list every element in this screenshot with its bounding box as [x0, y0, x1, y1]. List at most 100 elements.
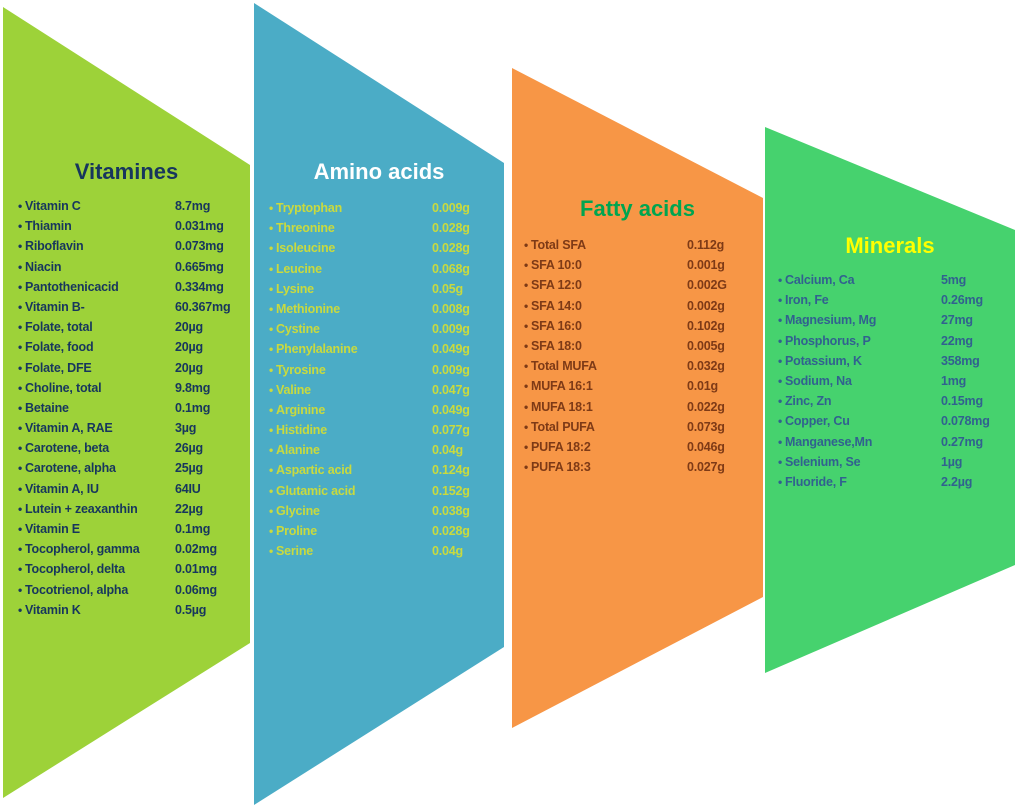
item-label: Aspartic acid [276, 463, 352, 478]
list-item: • Total PUFA 0.073g [524, 420, 763, 440]
item-label: Vitamin A, IU [25, 481, 99, 496]
bullet-icon: • [18, 199, 23, 213]
item-label: Tocotrienol, alpha [25, 582, 129, 597]
bullet-icon: • [18, 299, 23, 314]
list-item: • Potassium, K 358mg [778, 354, 1015, 374]
item-label: Arginine [276, 402, 326, 417]
item-label: Lysine [276, 281, 314, 296]
item-value: 0.27mg [941, 434, 983, 449]
bullet-icon: • [524, 399, 529, 414]
item-value: 0.26mg [941, 293, 983, 308]
list-item: • SFA 18:0 0.005g [524, 339, 763, 359]
bullet-icon: • [524, 298, 529, 313]
item-value: 0.15mg [941, 394, 983, 409]
item-value: 0.049g [432, 402, 470, 417]
list-item: • Phenylalanine 0.049g [269, 342, 504, 362]
item-value: 0.073mg [175, 239, 224, 254]
bullet-icon: • [269, 281, 274, 296]
list-item: • Proline 0.028g [269, 524, 504, 544]
item-label: Pantothenicacid [25, 279, 119, 294]
bullet-icon: • [18, 340, 23, 355]
bullet-icon: • [778, 394, 783, 409]
list-item: • Riboflavin 0.073mg [18, 239, 250, 259]
item-label: Selenium, Se [785, 454, 861, 469]
item-value: 0.124g [432, 463, 470, 478]
item-label: MUFA 18:1 [531, 399, 593, 414]
list-item: • Niacin 0.665mg [18, 260, 250, 280]
item-value: 3µg [175, 421, 197, 436]
bullet-icon: • [778, 293, 783, 308]
list-item: • SFA 16:0 0.102g [524, 319, 763, 339]
item-value: 0.04g [432, 443, 463, 458]
bullet-icon: • [269, 201, 274, 215]
item-label: Manganese,Mn [785, 434, 873, 449]
bullet-icon: • [269, 483, 274, 498]
panel-title-amino-acids: Amino acids [313, 159, 445, 184]
list-item: • Tyrosine 0.009g [269, 363, 504, 383]
bullet-icon: • [269, 443, 274, 458]
list-item: • MUFA 18:1 0.022g [524, 400, 763, 420]
bullet-icon: • [18, 481, 23, 496]
item-value: 26µg [175, 441, 203, 456]
item-label: Vitamin K [25, 602, 81, 617]
list-item: • Tocotrienol, alpha 0.06mg [18, 583, 250, 603]
item-label: Histidine [276, 423, 327, 438]
list-item: • Total SFA 0.112g [524, 238, 763, 258]
item-label: Niacin [25, 259, 62, 274]
list-item: • Vitamin A, IU 64IU [18, 482, 250, 502]
list-item: • Manganese,Mn 0.27mg [778, 435, 1015, 455]
item-value: 0.5µg [175, 602, 207, 617]
list-item: • Pantothenicacid 0.334mg [18, 280, 250, 300]
item-label: Methionine [276, 301, 340, 316]
list-item: • Vitamin A, RAE 3µg [18, 421, 250, 441]
bullet-icon: • [269, 544, 274, 559]
item-label: Zinc, Zn [785, 394, 832, 409]
item-value: 0.002g [687, 298, 725, 313]
list-item: • Aspartic acid 0.124g [269, 463, 504, 483]
list-item: • Carotene, alpha 25µg [18, 461, 250, 481]
bullet-icon: • [269, 342, 274, 357]
list-item: • SFA 10:0 0.001g [524, 258, 763, 278]
bullet-icon: • [524, 379, 529, 394]
bullet-icon: • [18, 501, 23, 516]
item-value: 0.009g [432, 201, 470, 215]
item-label: MUFA 16:1 [531, 379, 593, 394]
item-label: Magnesium, Mg [785, 313, 877, 328]
item-value: 20µg [175, 340, 203, 355]
list-item: • Tryptophan 0.009g [269, 201, 504, 221]
item-label: SFA 10:0 [531, 258, 582, 273]
bullet-icon: • [269, 261, 274, 276]
item-label: Potassium, K [785, 353, 862, 368]
bullet-icon: • [269, 463, 274, 478]
bullet-icon: • [18, 320, 23, 335]
bullet-icon: • [269, 241, 274, 256]
item-label: Fluoride, F [785, 474, 847, 489]
list-item: • Magnesium, Mg 27mg [778, 313, 1015, 333]
item-value: 0.1mg [175, 400, 211, 415]
item-label: SFA 14:0 [531, 298, 582, 313]
item-label: Vitamin C [25, 199, 81, 213]
bullet-icon: • [18, 562, 23, 577]
item-label: Tryptophan [276, 201, 343, 215]
bullet-icon: • [18, 582, 23, 597]
bullet-icon: • [778, 353, 783, 368]
list-item: • PUFA 18:2 0.046g [524, 440, 763, 460]
bullet-icon: • [778, 414, 783, 429]
list-item: • Alanine 0.04g [269, 443, 504, 463]
panel-title-vitamins: Vitamines [74, 159, 179, 184]
item-label: Folate, DFE [25, 360, 92, 375]
item-label: Thiamin [25, 219, 72, 234]
item-value: 0.077g [432, 423, 470, 438]
fatty-acids-list: • Total SFA 0.112g • SFA 10:0 0.001g • SFA 12:0… [512, 238, 763, 480]
item-value: 2.2µg [941, 474, 973, 489]
bullet-icon: • [269, 362, 274, 377]
item-label: Serine [276, 544, 314, 559]
panel-fatty-acids: Fatty acids • Total SFA 0.112g • SFA 10:0 0.0… [512, 68, 763, 728]
item-label: Tocopherol, gamma [25, 542, 140, 557]
list-item: • Thiamin 0.031mg [18, 219, 250, 239]
list-item: • Lutein + zeaxanthin 22µg [18, 502, 250, 522]
item-value: 0.008g [432, 301, 470, 316]
item-value: 0.01g [687, 379, 718, 394]
list-item: • Serine 0.04g [269, 544, 504, 564]
